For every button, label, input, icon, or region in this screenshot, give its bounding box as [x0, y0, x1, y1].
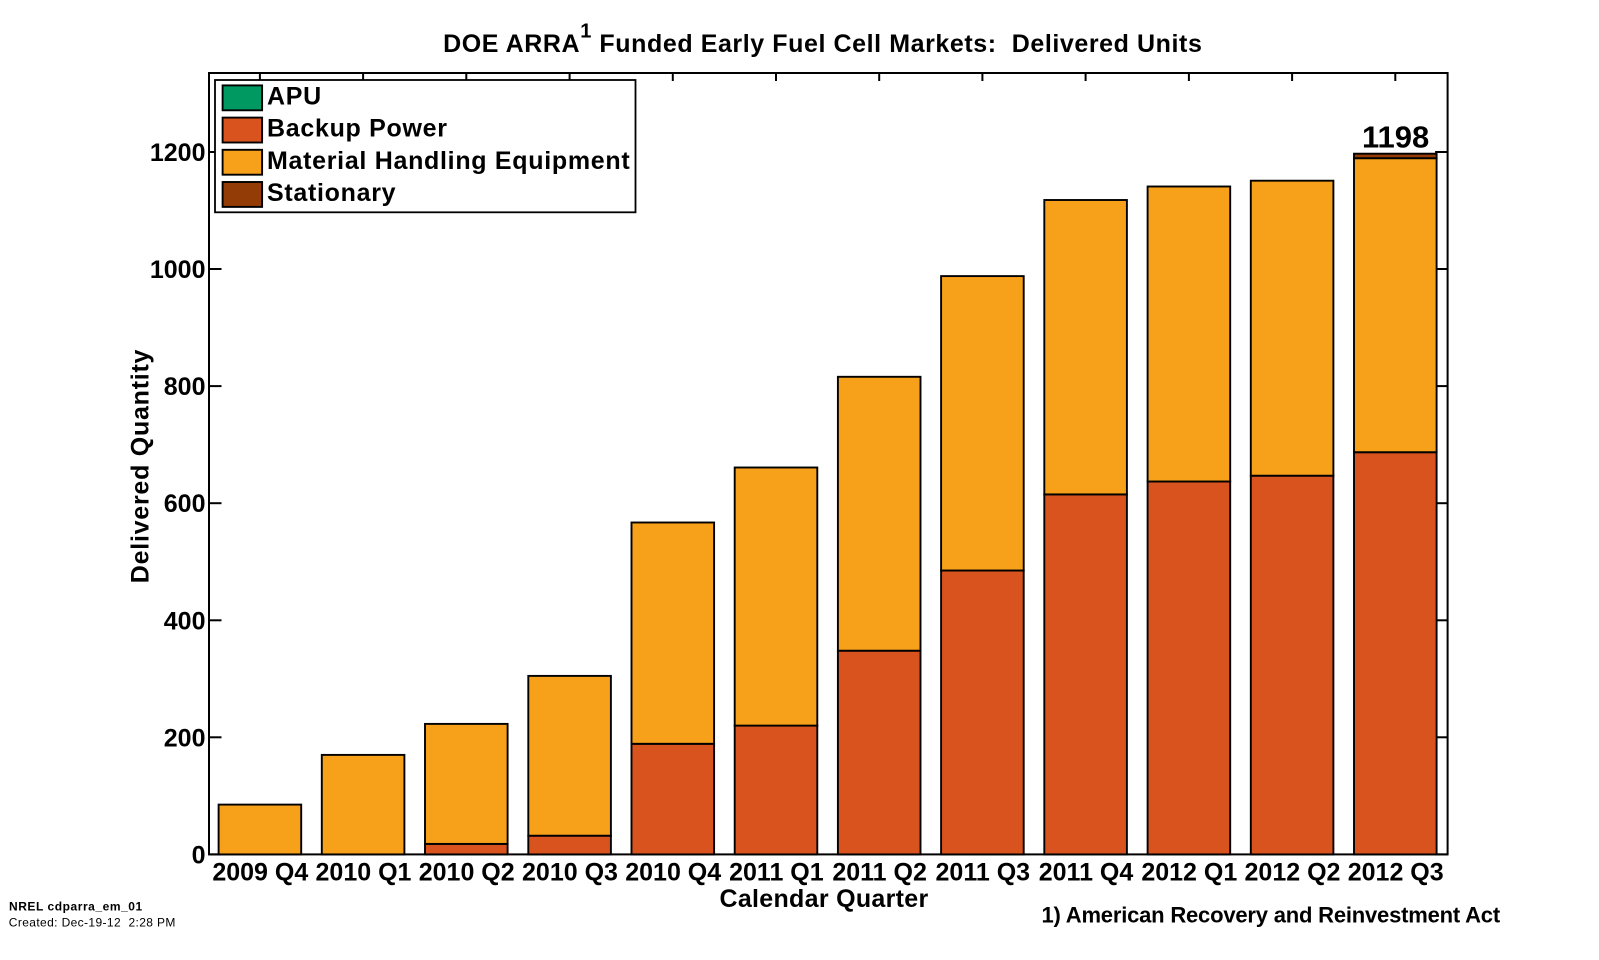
svg-text:1198: 1198 — [1362, 119, 1429, 154]
svg-text:2010 Q4: 2010 Q4 — [625, 859, 721, 887]
svg-text:NREL cdparra_em_01: NREL cdparra_em_01 — [9, 899, 143, 913]
svg-text:1) American Recovery and Reinv: 1) American Recovery and Reinvestment Ac… — [1042, 903, 1501, 928]
svg-text:1000: 1000 — [150, 256, 206, 284]
svg-text:1200: 1200 — [150, 139, 206, 167]
svg-text:400: 400 — [164, 607, 206, 635]
svg-text:0: 0 — [192, 841, 206, 869]
svg-text:2010 Q2: 2010 Q2 — [419, 859, 515, 887]
svg-text:2010 Q1: 2010 Q1 — [316, 859, 412, 887]
svg-text:Backup Power: Backup Power — [267, 115, 448, 143]
svg-text:200: 200 — [164, 724, 206, 752]
svg-text:2011 Q2: 2011 Q2 — [832, 859, 927, 887]
svg-text:Stationary: Stationary — [267, 179, 396, 207]
svg-text:2012 Q1: 2012 Q1 — [1141, 859, 1237, 887]
svg-text:600: 600 — [164, 490, 206, 518]
svg-text:2011 Q1: 2011 Q1 — [729, 859, 824, 887]
svg-text:APU: APU — [267, 83, 322, 111]
svg-text:2011 Q3: 2011 Q3 — [936, 859, 1031, 887]
svg-text:2012 Q2: 2012 Q2 — [1245, 859, 1341, 887]
svg-text:Created: Dec-19-12 2:28 PM: Created: Dec-19-12 2:28 PM — [9, 915, 176, 929]
svg-text:2009 Q4: 2009 Q4 — [212, 859, 308, 887]
svg-text:2012 Q3: 2012 Q3 — [1348, 859, 1444, 887]
svg-text:2010 Q3: 2010 Q3 — [522, 859, 618, 887]
svg-text:Delivered Quantity: Delivered Quantity — [127, 349, 155, 583]
svg-text:Material Handling Equipment: Material Handling Equipment — [267, 147, 630, 175]
svg-text:800: 800 — [164, 373, 206, 401]
svg-text:Calendar Quarter: Calendar Quarter — [719, 885, 928, 913]
svg-text:2011 Q4: 2011 Q4 — [1039, 859, 1134, 887]
